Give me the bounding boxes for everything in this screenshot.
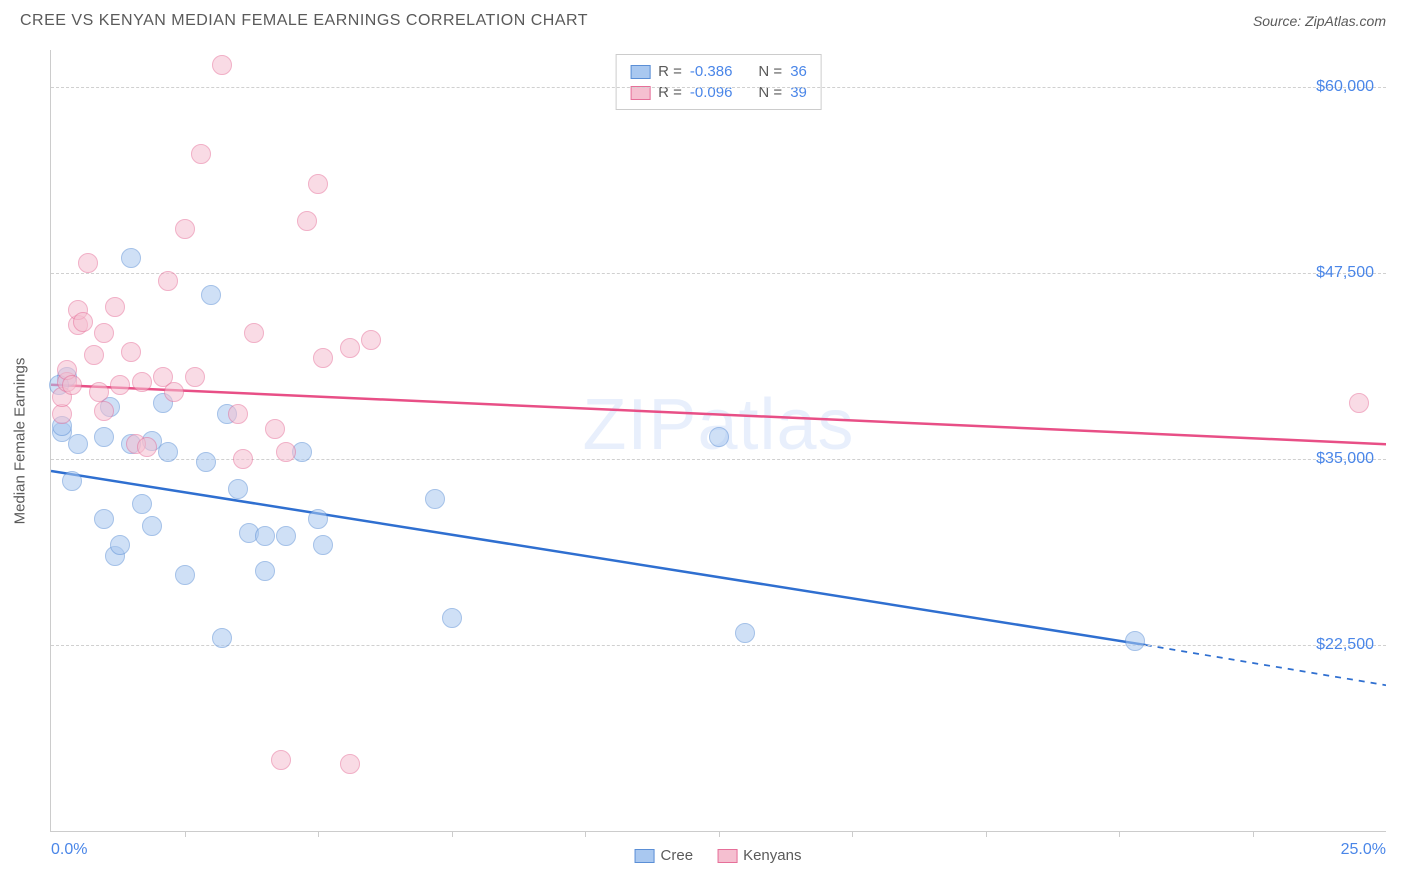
data-point xyxy=(105,297,125,317)
legend-series-item: Kenyans xyxy=(717,847,801,864)
x-tick xyxy=(986,831,987,837)
data-point xyxy=(142,516,162,536)
data-point xyxy=(255,526,275,546)
plot-area: ZIPatlas R = -0.386 N = 36 R =-0.096N =39 $2… xyxy=(50,50,1386,832)
data-point xyxy=(313,348,333,368)
data-point xyxy=(84,345,104,365)
data-point xyxy=(175,565,195,585)
y-tick-label: $35,000 xyxy=(1316,450,1374,468)
data-point xyxy=(361,330,381,350)
watermark: ZIPatlas xyxy=(582,384,854,466)
data-point xyxy=(52,404,72,424)
data-point xyxy=(265,419,285,439)
legend-swatch xyxy=(717,849,737,863)
legend-stat-row: R =-0.096N =39 xyxy=(630,82,807,103)
data-point xyxy=(62,471,82,491)
data-point xyxy=(175,219,195,239)
data-point xyxy=(164,382,184,402)
data-point xyxy=(94,323,114,343)
gridline xyxy=(51,273,1386,274)
data-point xyxy=(271,750,291,770)
data-point xyxy=(94,401,114,421)
data-point xyxy=(308,509,328,529)
data-point xyxy=(212,55,232,75)
data-point xyxy=(121,248,141,268)
data-point xyxy=(340,338,360,358)
data-point xyxy=(297,211,317,231)
data-point xyxy=(228,479,248,499)
stat-r-value: -0.386 xyxy=(690,63,733,80)
data-point xyxy=(110,375,130,395)
x-tick xyxy=(452,831,453,837)
data-point xyxy=(73,312,93,332)
legend-series-name: Kenyans xyxy=(743,847,801,864)
y-tick-label: $60,000 xyxy=(1316,78,1374,96)
stat-n-label: N = xyxy=(758,63,782,80)
gridline xyxy=(51,87,1386,88)
y-tick-label: $47,500 xyxy=(1316,264,1374,282)
x-tick xyxy=(1119,831,1120,837)
data-point xyxy=(94,509,114,529)
y-axis-label: Median Female Earnings xyxy=(12,358,29,525)
data-point xyxy=(340,754,360,774)
data-point xyxy=(425,489,445,509)
data-point xyxy=(212,628,232,648)
stat-r-label: R = xyxy=(658,63,682,80)
data-point xyxy=(158,271,178,291)
x-tick xyxy=(185,831,186,837)
chart-header: CREE VS KENYAN MEDIAN FEMALE EARNINGS CO… xyxy=(0,0,1406,38)
x-tick xyxy=(1253,831,1254,837)
data-point xyxy=(121,342,141,362)
data-point xyxy=(735,623,755,643)
gridline xyxy=(51,645,1386,646)
chart-container: Median Female Earnings ZIPatlas R =-0.38… xyxy=(50,50,1386,832)
data-point xyxy=(94,427,114,447)
data-point xyxy=(68,434,88,454)
data-point xyxy=(255,561,275,581)
x-tick xyxy=(719,831,720,837)
data-point xyxy=(244,323,264,343)
stat-n-value: 36 xyxy=(790,63,807,80)
x-tick xyxy=(318,831,319,837)
legend-stat-row: R = -0.386 N = 36 xyxy=(630,61,807,82)
x-tick xyxy=(585,831,586,837)
data-point xyxy=(233,449,253,469)
legend-series-item: Cree xyxy=(635,847,694,864)
legend-swatch xyxy=(635,849,655,863)
data-point xyxy=(110,535,130,555)
data-point xyxy=(276,526,296,546)
data-point xyxy=(228,404,248,424)
data-point xyxy=(132,494,152,514)
legend-series: Cree Kenyans xyxy=(635,847,802,864)
data-point xyxy=(308,174,328,194)
legend-stats: R = -0.386 N = 36 R =-0.096N =39 xyxy=(615,54,822,110)
x-tick xyxy=(852,831,853,837)
data-point xyxy=(89,382,109,402)
x-axis-max-label: 25.0% xyxy=(1341,841,1386,859)
legend-swatch xyxy=(630,65,650,79)
source-text: Source: ZipAtlas.com xyxy=(1253,13,1386,29)
x-axis-min-label: 0.0% xyxy=(51,841,87,859)
data-point xyxy=(158,442,178,462)
data-point xyxy=(276,442,296,462)
data-point xyxy=(62,375,82,395)
legend-series-name: Cree xyxy=(661,847,694,864)
y-tick-label: $22,500 xyxy=(1316,636,1374,654)
data-point xyxy=(132,372,152,392)
data-point xyxy=(1349,393,1369,413)
data-point xyxy=(196,452,216,472)
data-point xyxy=(78,253,98,273)
data-point xyxy=(1125,631,1145,651)
data-point xyxy=(709,427,729,447)
data-point xyxy=(191,144,211,164)
data-point xyxy=(137,437,157,457)
chart-title: CREE VS KENYAN MEDIAN FEMALE EARNINGS CO… xyxy=(20,12,588,30)
data-point xyxy=(201,285,221,305)
data-point xyxy=(185,367,205,387)
data-point xyxy=(442,608,462,628)
trend-line xyxy=(51,471,1146,645)
data-point xyxy=(313,535,333,555)
